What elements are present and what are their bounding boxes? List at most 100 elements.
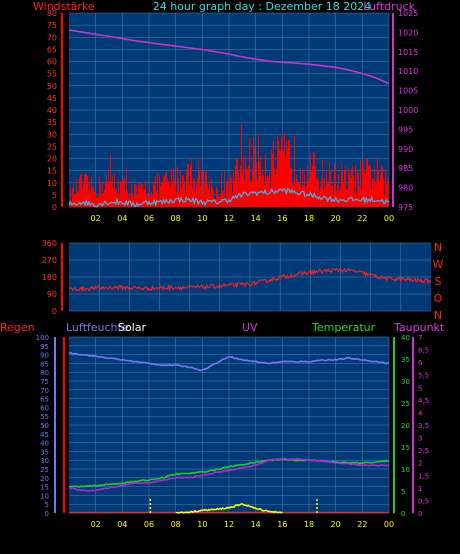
humidity-tick-label: 20 [40,475,49,483]
wind-average-line [68,187,390,208]
dewpoint-tick-label: 6,5 [418,347,429,355]
pressure-tick-label: 1015 [398,48,418,57]
pressure-series [68,29,390,85]
x-tick-label: 08 [171,214,181,223]
x-tick-label: 02 [91,520,101,529]
climate-grid [54,336,414,514]
x-tick-label: 04 [117,520,127,529]
temperature-tick-label: 5 [401,488,405,496]
wind-tick-label: 25 [47,142,57,151]
x-tick-label: 14 [251,520,261,529]
pressure-tick-label: 985 [398,164,413,173]
temperature-legend: Temperatur [311,321,376,334]
compass-letter: S [435,275,442,288]
humidity-tick-label: 0 [45,510,49,518]
temperature-tick-label: 40 [401,334,410,342]
pressure-tick-label: 980 [398,184,413,193]
humidity-tick-label: 95 [40,343,49,351]
dewpoint-tick-label: 7 [418,334,422,342]
temperature-line [68,458,390,488]
chart-title: 24 hour graph day : Dezember 18 2024 [153,0,372,13]
dewpoint-tick-label: 2 [418,460,422,468]
compass-letter: N [434,309,442,322]
wind-tick-label: 55 [47,70,57,79]
humidity-tick-label: 55 [40,413,49,421]
temperature-tick-label: 30 [401,378,410,386]
humidity-tick-label: 90 [40,352,49,360]
x-tick-label: 02 [91,214,101,223]
wind-tick-label: 40 [47,106,57,115]
humidity-tick-label: 40 [40,440,49,448]
wind-tick-label: 70 [47,33,57,42]
x-tick-label: 10 [197,520,207,529]
compass-letter: W [433,258,444,271]
x-tick-label: 00 [384,520,394,529]
humidity-line [68,351,389,372]
dewpoint-tick-label: 2,5 [418,447,429,455]
solar-legend: Solar [118,321,147,334]
humidity-tick-label: 10 [40,492,49,500]
solar-line [175,502,283,514]
x-tick-label: 04 [117,214,127,223]
dewpoint-tick-label: 0 [418,510,422,518]
uv-legend: UV [242,321,258,334]
temperature-tick-label: 15 [401,444,410,452]
x-tick-label: 20 [331,520,341,529]
x-tick-label: 12 [224,214,234,223]
dewpoint-tick-label: 6 [418,359,423,367]
wind-pressure-grid [61,12,394,208]
humidity-legend: Luftfeuchte [66,321,129,334]
wind-tick-label: 45 [47,94,57,103]
x-tick-label: 10 [197,214,207,223]
temperature-tick-label: 35 [401,356,410,364]
rain-legend: Regen [0,321,35,334]
humidity-tick-label: 30 [40,457,49,465]
direction-tick-label: 90 [47,290,57,299]
wind-tick-label: 65 [47,45,57,54]
temperature-tick-label: 10 [401,466,410,474]
dewpoint-tick-label: 0,5 [418,497,429,505]
pressure-tick-label: 1010 [398,67,418,76]
x-tick-label: 18 [304,214,314,223]
x-tick-label: 16 [277,214,287,223]
wind-tick-label: 80 [47,9,57,18]
x-tick-label: 16 [277,520,287,529]
x-tick-label: 06 [144,214,154,223]
x-tick-label: 22 [357,520,367,529]
humidity-tick-label: 100 [36,334,49,342]
direction-tick-label: 0 [52,307,57,316]
x-tick-label: 00 [384,214,394,223]
humidity-tick-label: 35 [40,448,49,456]
dewpoint-tick-label: 1 [418,485,422,493]
humidity-tick-label: 65 [40,396,49,404]
humidity-tick-label: 15 [40,484,49,492]
wind-tick-label: 5 [52,191,57,200]
pressure-y-ticks: 975 980 985 990 995 1000 1005 1010 1015 1020 1025 [398,9,418,212]
climate-panel: 0510152025303540455055606570758085909510… [36,334,430,529]
humidity-tick-label: 80 [40,369,49,377]
climate-x-ticks: 02 04 06 08 10 12 14 16 18 20 22 00 [91,520,395,529]
direction-tick-label: 360 [42,239,57,248]
wind-direction-series [68,267,432,293]
climate-series [68,351,390,514]
dewpoint-tick-label: 3 [418,435,422,443]
humidity-tick-label: 70 [40,387,49,395]
x-tick-label: 06 [144,520,154,529]
compass-letter: N [434,241,442,254]
x-tick-label: 18 [304,520,314,529]
humidity-y-ticks: 0510152025303540455055606570758085909510… [36,334,49,518]
temperature-tick-label: 0 [401,510,405,518]
dewpoint-tick-label: 3,5 [418,422,429,430]
humidity-tick-label: 75 [40,378,49,386]
direction-tick-label: 270 [42,256,57,265]
dewpoint-y-ticks: 0 0,5 1 1,5 2 2,5 3 3,5 4 4,5 5 5,5 6 6,5 7 [418,334,429,518]
pressure-tick-label: 1005 [398,87,418,96]
humidity-tick-label: 85 [40,360,49,368]
wind-tick-label: 15 [47,167,57,176]
humidity-tick-label: 50 [40,422,49,430]
dewpoint-tick-label: 1,5 [418,472,429,480]
